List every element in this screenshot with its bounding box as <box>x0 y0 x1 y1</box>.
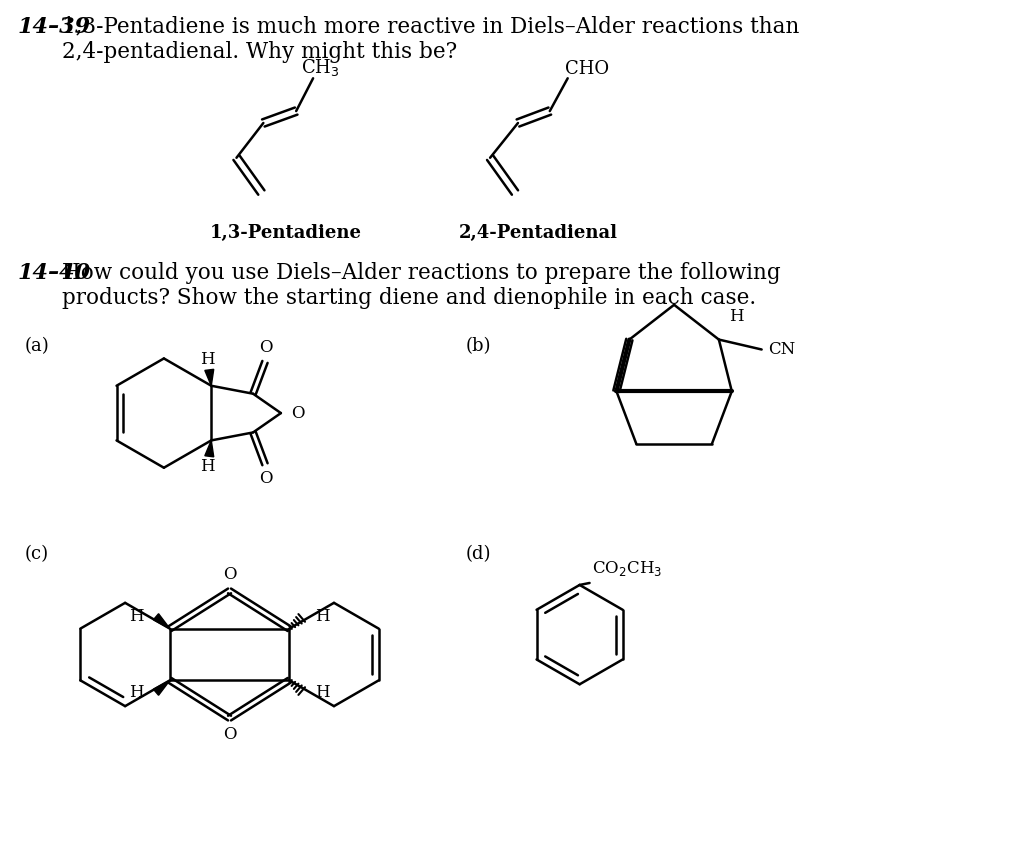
Text: H: H <box>200 351 215 368</box>
Text: O: O <box>259 471 272 488</box>
Text: O: O <box>223 566 237 583</box>
Text: H: H <box>129 683 144 700</box>
Text: O: O <box>259 339 272 356</box>
Text: H: H <box>315 608 330 625</box>
Text: CHO: CHO <box>564 60 609 78</box>
Text: (a): (a) <box>25 337 49 355</box>
Polygon shape <box>154 680 170 695</box>
Polygon shape <box>205 441 214 457</box>
Text: 1,3-Pentadiene is much more reactive in Diels–Alder reactions than
2,4-pentadien: 1,3-Pentadiene is much more reactive in … <box>62 15 800 63</box>
Text: CN: CN <box>769 341 796 358</box>
Text: (d): (d) <box>465 545 490 563</box>
Text: O: O <box>223 726 237 743</box>
Text: 14–40: 14–40 <box>17 262 91 284</box>
Text: H: H <box>315 683 330 700</box>
Text: (c): (c) <box>25 545 49 563</box>
Text: CH$_3$: CH$_3$ <box>301 57 340 78</box>
Polygon shape <box>205 369 214 386</box>
Text: O: O <box>291 404 304 421</box>
Text: H: H <box>129 608 144 625</box>
Text: How could you use Diels–Alder reactions to prepare the following
products? Show : How could you use Diels–Alder reactions … <box>62 262 781 310</box>
Text: H: H <box>729 308 743 325</box>
Text: CO$_2$CH$_3$: CO$_2$CH$_3$ <box>592 559 662 578</box>
Text: (b): (b) <box>465 337 490 355</box>
Polygon shape <box>154 614 170 629</box>
Text: 2,4-Pentadienal: 2,4-Pentadienal <box>459 225 617 243</box>
Text: 1,3-Pentadiene: 1,3-Pentadiene <box>210 225 362 243</box>
Text: H: H <box>200 459 215 476</box>
Text: 14–39: 14–39 <box>17 15 91 37</box>
